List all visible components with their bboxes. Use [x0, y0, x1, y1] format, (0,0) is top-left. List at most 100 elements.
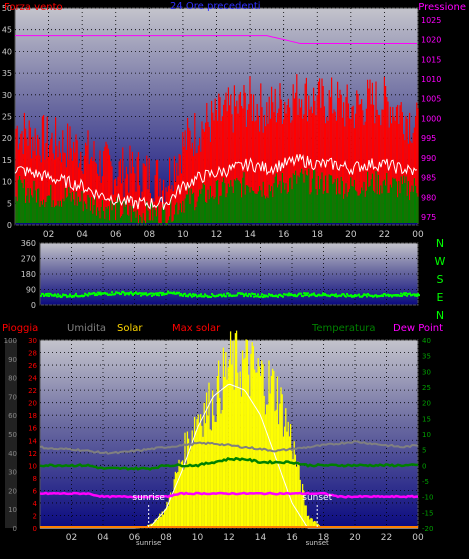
direction-point: [151, 294, 153, 297]
humidity-y-tick-label: 70: [8, 393, 17, 401]
temperature-line: [39, 456, 419, 471]
direction-point: [260, 295, 262, 298]
rain-y-tick-label: 4: [33, 500, 38, 508]
direction-point: [312, 293, 314, 296]
direction-point: [345, 295, 347, 298]
pressure-y-tick-label: 990: [421, 154, 436, 163]
pressure-axis-label: Pressione: [418, 2, 466, 13]
direction-point: [156, 294, 158, 297]
wind-y-tick-label: 5: [7, 199, 12, 208]
direction-point: [65, 294, 67, 297]
direction-point: [282, 295, 284, 298]
climate-chart-x-tick-label: 12: [223, 533, 234, 543]
direction-point: [333, 293, 335, 296]
direction-point: [334, 295, 336, 298]
direction-point: [54, 293, 56, 296]
direction-point: [307, 292, 309, 295]
direction-point: [418, 294, 420, 297]
direction-point: [140, 294, 142, 297]
temperature-y-tick-label: 40: [422, 337, 431, 345]
direction-point: [297, 293, 299, 296]
direction-point: [321, 294, 323, 297]
climate-chart-x-tick-label: 14: [255, 533, 267, 543]
direction-point: [303, 292, 305, 295]
direction-point: [142, 293, 144, 296]
direction-point: [399, 294, 401, 297]
direction-point: [343, 293, 345, 296]
temperature-y-tick-label: -15: [422, 509, 433, 517]
direction-point: [404, 293, 406, 296]
pressure-y-tick-label: 1010: [421, 75, 441, 84]
direction-point: [300, 292, 302, 295]
direction-point: [42, 292, 44, 295]
pressure-y-tick-label: 995: [421, 134, 436, 143]
rain-y-tick-label: 28: [28, 350, 37, 358]
direction-point: [293, 294, 295, 297]
wind-chart-x-tick-label: 04: [76, 230, 88, 240]
rain-y-tick-label: 14: [28, 437, 37, 445]
rain-y-tick-label: 0: [33, 525, 37, 533]
direction-point: [324, 292, 326, 295]
rain-y-tick-label: 6: [33, 487, 38, 495]
pressure-y-tick-label: 980: [421, 193, 436, 202]
humidity-y-tick-label: 80: [8, 375, 17, 383]
wind-y-tick-label: 35: [2, 69, 12, 78]
direction-point: [400, 292, 402, 295]
direction-point: [44, 294, 46, 297]
direction-point: [329, 295, 331, 298]
direction-y-tick-label: 270: [21, 255, 36, 264]
rain-y-tick-label: 8: [33, 475, 37, 483]
temperature-y-tick-label: -20: [422, 525, 433, 533]
direction-point: [189, 292, 191, 295]
wind-chart-title: 24 Ore precedenti: [170, 1, 261, 12]
rain-y-tick-label: 20: [28, 400, 37, 408]
direction-point: [365, 293, 367, 296]
wind-y-tick-label: 10: [2, 178, 12, 187]
direction-point: [161, 293, 163, 296]
direction-point: [245, 292, 247, 295]
direction-point: [57, 293, 59, 296]
wind-y-tick-label: 40: [2, 47, 12, 56]
direction-point: [305, 292, 307, 295]
wind-y-tick-label: 25: [2, 113, 12, 122]
direction-point: [346, 293, 348, 296]
direction-point: [155, 292, 157, 295]
direction-point: [87, 294, 89, 297]
direction-point: [99, 291, 101, 294]
direction-point: [294, 293, 296, 296]
direction-point: [313, 292, 315, 295]
direction-point: [61, 295, 63, 298]
direction-point: [296, 295, 298, 298]
direction-point: [415, 293, 417, 296]
rain-y-tick-label: 22: [28, 387, 37, 395]
direction-point: [167, 290, 169, 293]
direction-point: [96, 294, 98, 297]
direction-point: [132, 293, 134, 296]
humidity-y-tick-label: 30: [8, 469, 17, 477]
rain-y-tick-label: 16: [28, 425, 37, 433]
sunrise-label: sunrise: [132, 493, 165, 503]
direction-point: [199, 295, 201, 298]
direction-point: [111, 291, 113, 294]
wind-chart-x-tick-label: 02: [43, 230, 54, 240]
direction-point: [340, 294, 342, 297]
rain-y-tick-label: 12: [28, 450, 37, 458]
direction-point: [152, 292, 154, 295]
direction-point: [289, 294, 291, 297]
direction-point: [40, 294, 42, 297]
direction-point: [69, 293, 71, 296]
climate-chart-x-tick-label: 22: [381, 533, 392, 543]
direction-point: [416, 294, 418, 297]
climate-chart-x-tick-label: 16: [286, 533, 298, 543]
direction-point: [98, 293, 100, 296]
direction-point: [243, 295, 245, 298]
direction-point: [405, 292, 407, 295]
pressure-y-tick-label: 1015: [421, 55, 441, 64]
direction-point: [130, 291, 132, 294]
direction-point: [236, 294, 238, 297]
direction-point: [306, 294, 308, 297]
direction-point: [367, 293, 369, 296]
direction-point: [256, 295, 258, 298]
climate-label: Dew Point: [393, 323, 443, 334]
